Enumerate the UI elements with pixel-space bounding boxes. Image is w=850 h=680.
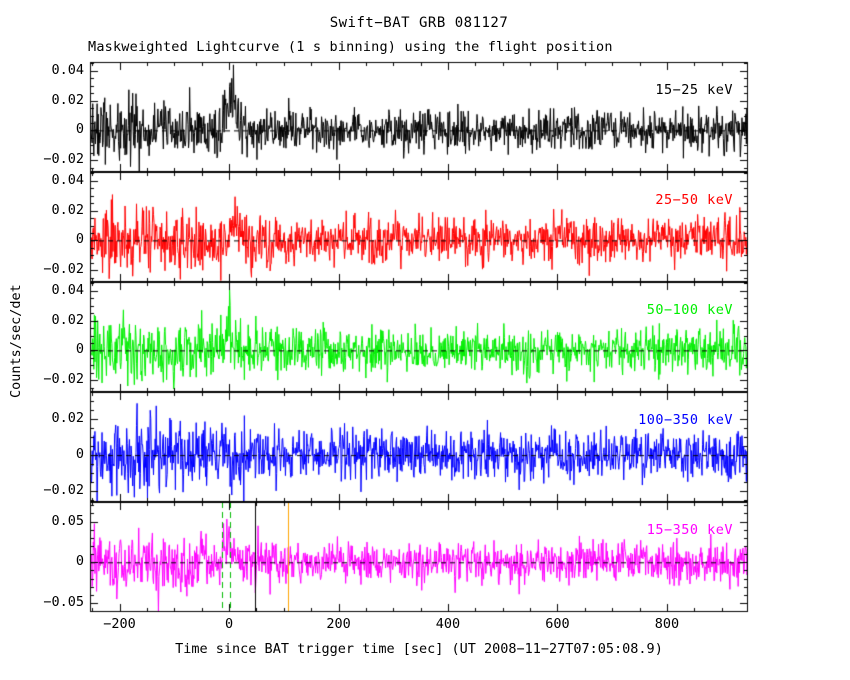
panel-energy-label: 100−350 keV	[638, 412, 733, 428]
y-tick-label: −0.02	[43, 482, 84, 499]
x-tick-label: −200	[103, 616, 136, 632]
y-tick-label: 0.04	[51, 281, 84, 298]
y-tick-label: 0.04	[51, 61, 84, 78]
y-tick-label: 0.02	[51, 201, 84, 218]
x-tick-label: 600	[545, 616, 570, 632]
y-tick-label: −0.02	[43, 371, 84, 388]
y-tick-label: 0	[75, 121, 84, 138]
panel-energy-label: 25−50 keV	[655, 192, 733, 208]
panel-energy-label: 15−25 keV	[655, 82, 733, 98]
y-tick-label: 0.02	[51, 410, 84, 427]
y-axis-label: Counts/sec/det	[8, 284, 24, 398]
y-tick-label: 0.04	[51, 171, 84, 188]
y-tick-label: 0	[75, 231, 84, 248]
y-tick-label: 0.02	[51, 311, 84, 328]
y-tick-label: −0.02	[43, 151, 84, 168]
y-tick-label: 0	[75, 553, 84, 570]
y-tick-label: 0	[75, 446, 84, 463]
y-tick-label: 0	[75, 341, 84, 358]
panel-energy-label: 50−100 keV	[646, 302, 733, 318]
x-tick-label: 400	[435, 616, 461, 632]
y-tick-label: 0.05	[51, 512, 84, 529]
chart-title: Swift−BAT GRB 081127	[329, 15, 509, 31]
x-axis-label: Time since BAT trigger time [sec] (UT 20…	[175, 641, 663, 657]
panel-energy-label: 15−350 keV	[646, 522, 733, 538]
y-tick-label: −0.05	[43, 594, 84, 611]
x-tick-label: 0	[224, 616, 234, 632]
x-tick-label: 800	[654, 616, 680, 632]
y-tick-label: 0.02	[51, 91, 84, 108]
x-tick-label: 200	[326, 616, 351, 632]
y-tick-label: −0.02	[43, 261, 84, 278]
chart-subtitle: Maskweighted Lightcurve (1 s binning) us…	[88, 39, 613, 55]
